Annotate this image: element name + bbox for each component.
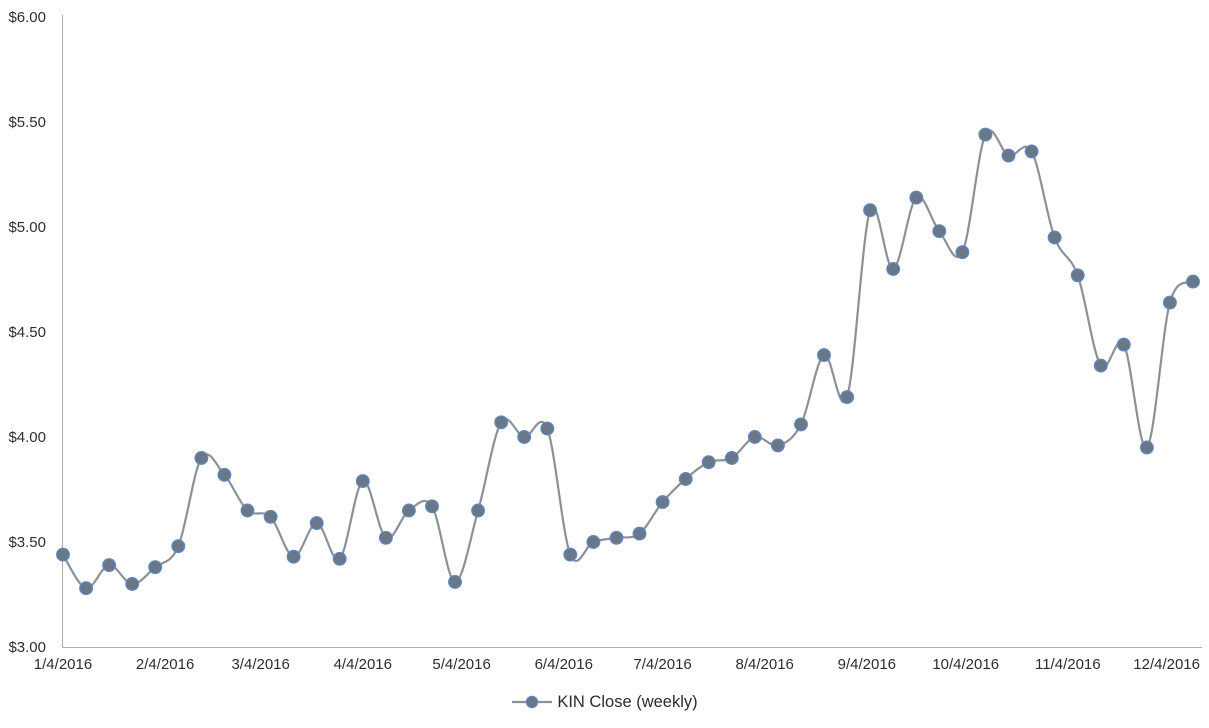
x-tick-label: 12/4/2016 <box>1133 656 1200 673</box>
y-tick-label: $5.00 <box>8 219 46 236</box>
data-point-marker <box>309 516 324 531</box>
data-point-marker <box>125 577 140 591</box>
data-point-marker <box>955 245 970 260</box>
x-tick-label: 2/4/2016 <box>136 656 194 673</box>
data-point-marker <box>1162 295 1177 310</box>
data-point-marker <box>494 415 509 430</box>
series-line <box>61 129 1195 590</box>
data-point-marker <box>540 421 555 436</box>
data-point-marker <box>378 530 393 545</box>
x-tick-label: 1/4/2016 <box>34 656 92 673</box>
data-point-marker <box>909 190 924 205</box>
data-point-marker <box>586 535 601 549</box>
data-point-marker <box>194 451 209 465</box>
data-point-marker <box>770 438 785 453</box>
data-point-marker <box>632 526 647 541</box>
data-point-marker <box>332 551 347 566</box>
data-point-marker <box>286 549 301 564</box>
data-point-marker <box>1139 440 1154 455</box>
y-tick-label: $3.50 <box>8 534 46 551</box>
data-point-marker <box>217 467 232 482</box>
data-point-marker <box>448 574 462 589</box>
data-point-marker <box>701 455 716 470</box>
data-point-marker <box>425 499 439 514</box>
data-point-marker <box>79 581 94 596</box>
data-point-marker <box>609 530 624 545</box>
data-point-marker <box>747 430 762 444</box>
x-tick-label: 9/4/2016 <box>838 656 896 673</box>
data-point-marker <box>863 203 878 218</box>
x-tick-label: 8/4/2016 <box>736 656 794 673</box>
data-point-marker <box>678 472 693 486</box>
data-point-marker <box>932 224 947 239</box>
data-point-marker <box>1186 274 1200 289</box>
data-point-marker <box>1116 337 1131 352</box>
data-point-marker <box>1024 144 1039 159</box>
data-point-marker <box>471 503 486 518</box>
data-point-marker <box>1070 268 1085 283</box>
x-tick-label: 5/4/2016 <box>432 656 490 673</box>
data-point-marker <box>840 390 855 405</box>
x-tick-label: 10/4/2016 <box>932 656 999 673</box>
data-point-marker <box>401 503 416 518</box>
data-point-marker <box>1047 230 1062 245</box>
y-tick-label: $4.00 <box>8 429 46 446</box>
data-point-marker <box>886 262 901 276</box>
data-point-marker <box>56 547 70 562</box>
x-tick-label: 6/4/2016 <box>535 656 593 673</box>
data-point-marker <box>724 451 739 465</box>
legend-series-label: KIN Close (weekly) <box>557 692 698 711</box>
data-point-marker <box>240 503 255 518</box>
y-tick-label: $4.50 <box>8 324 46 341</box>
data-point-marker <box>817 348 831 363</box>
data-point-marker <box>148 560 163 575</box>
y-tick-label: $6.00 <box>8 9 46 26</box>
x-tick-label: 3/4/2016 <box>231 656 289 673</box>
data-point-marker <box>263 509 278 524</box>
x-tick-label: 11/4/2016 <box>1035 656 1101 673</box>
data-point-marker <box>794 417 808 432</box>
data-point-marker <box>655 495 670 510</box>
data-point-marker <box>1001 148 1016 163</box>
data-point-marker <box>563 547 578 562</box>
data-point-marker <box>517 430 532 444</box>
x-tick-label: 4/4/2016 <box>334 656 392 673</box>
data-point-marker <box>171 539 186 554</box>
data-point-marker <box>355 474 370 489</box>
data-point-marker <box>102 558 117 573</box>
data-point-marker <box>1093 358 1108 373</box>
legend-series-marker-icon <box>512 695 553 709</box>
x-tick-label: 7/4/2016 <box>633 656 691 673</box>
data-point-marker <box>978 127 993 142</box>
y-tick-label: $3.00 <box>8 639 46 656</box>
y-tick-label: $5.50 <box>8 114 46 131</box>
chart-legend: KIN Close (weekly) <box>0 690 1209 714</box>
